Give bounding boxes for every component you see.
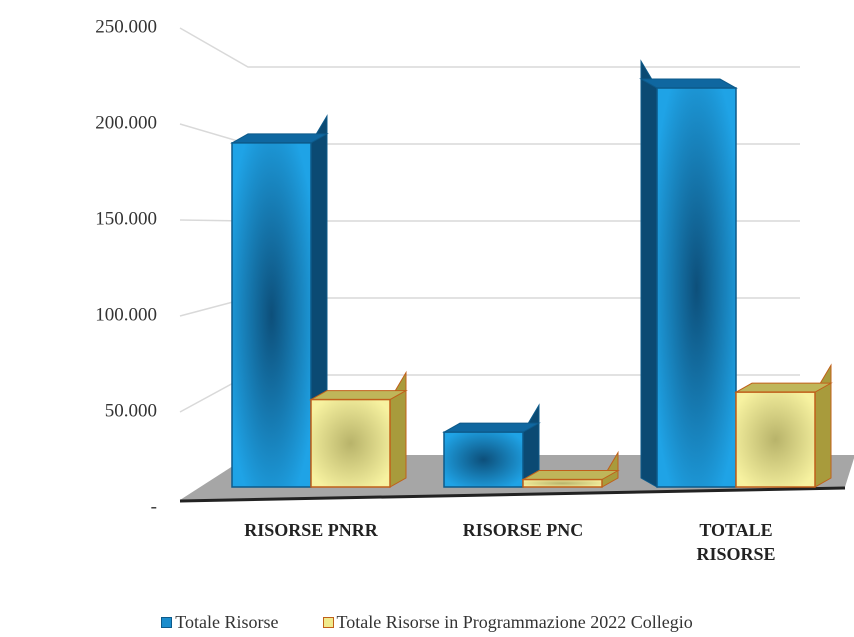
bar-side <box>640 59 658 488</box>
bar-top <box>734 382 833 393</box>
bar <box>443 431 524 488</box>
y-tick-label: 150.000 <box>95 208 157 229</box>
bar-top <box>230 133 329 144</box>
bar-side <box>389 370 407 488</box>
y-tick-label: - <box>151 496 157 517</box>
bar-top <box>521 470 620 481</box>
bar-top <box>309 390 408 401</box>
bar <box>735 391 816 488</box>
legend-item: Totale Risorse in Programmazione 2022 Co… <box>322 612 693 633</box>
legend-swatch <box>322 617 334 628</box>
bar <box>231 142 312 488</box>
bar <box>522 478 603 488</box>
x-tick-label: RISORSE PNRR <box>244 520 378 540</box>
legend-swatch <box>161 617 173 628</box>
grid-line <box>179 27 800 68</box>
bar-top <box>442 422 541 433</box>
bar <box>310 398 391 488</box>
y-tick-label: 200.000 <box>95 112 157 133</box>
legend-item: Totale Risorse <box>161 612 279 633</box>
bar-top <box>639 78 738 89</box>
x-axis <box>179 486 846 503</box>
bar <box>656 87 737 488</box>
y-tick-label: 250.000 <box>95 16 157 37</box>
legend: Totale Risorse Totale Risorse in Programm… <box>0 612 854 633</box>
y-tick-label: 50.000 <box>105 400 157 421</box>
x-tick-label: TOTALE RISORSE <box>696 520 776 564</box>
x-tick-label: RISORSE PNC <box>462 520 584 540</box>
y-tick-label: 100.000 <box>95 304 157 325</box>
legend-label: Totale Risorse <box>175 612 279 632</box>
legend-label: Totale Risorse in Programmazione 2022 Co… <box>336 612 693 632</box>
